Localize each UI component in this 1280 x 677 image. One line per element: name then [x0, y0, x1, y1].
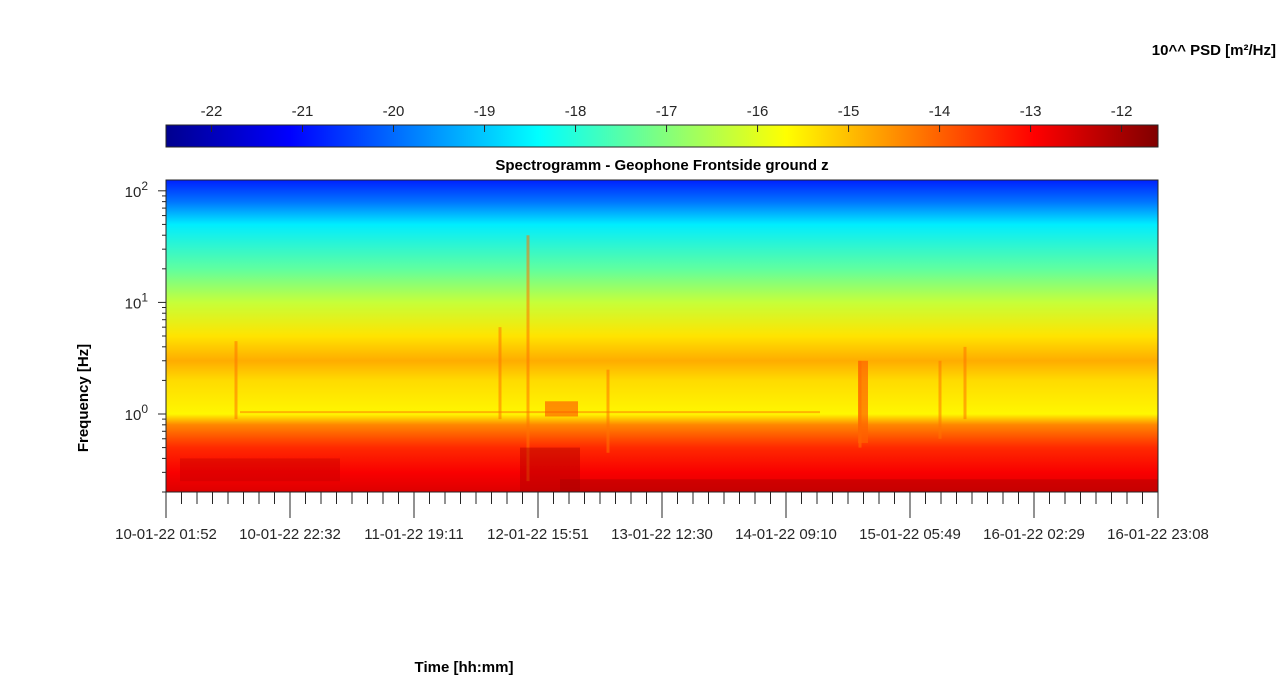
- x-tick-label: 14-01-22 09:10: [735, 526, 837, 543]
- energy-patch: [520, 447, 580, 492]
- x-tick-label: 13-01-22 12:30: [611, 526, 713, 543]
- energy-patch: [560, 479, 1158, 492]
- colorbar-tick-label: -20: [383, 103, 405, 120]
- colorbar-tick-label: -21: [292, 103, 314, 120]
- event-streak: [858, 360, 868, 443]
- x-tick-label: 16-01-22 23:08: [1107, 526, 1209, 543]
- colorbar-tick-label: -16: [747, 103, 769, 120]
- colorbar-tick-label: -18: [565, 103, 587, 120]
- y-axis: 100 101 102: [125, 179, 166, 493]
- colorbar-tick-label: -17: [656, 103, 678, 120]
- x-axis-label: Time [hh:mm]: [415, 659, 514, 676]
- x-tick-label: 15-01-22 05:49: [859, 526, 961, 543]
- chart-title: Spectrogramm - Geophone Frontside ground…: [495, 157, 828, 174]
- colorbar-tick-label: -22: [201, 103, 223, 120]
- energy-patch: [180, 458, 340, 482]
- colorbar-tick-label: -12: [1111, 103, 1133, 120]
- x-axis: 10-01-22 01:52 10-01-22 22:32 11-01-22 19:…: [115, 492, 1209, 543]
- x-tick-label: 10-01-22 01:52: [115, 526, 217, 543]
- x-tick-label: 11-01-22 19:11: [364, 526, 464, 543]
- colorbar-tick-label: -14: [929, 103, 951, 120]
- colorbar-ticks: -22 -21 -20 -19 -18 -17 -16 -15 -14 -13 -12: [201, 103, 1133, 132]
- colorbar-tick-label: -19: [474, 103, 496, 120]
- colorbar-tick-label: -13: [1020, 103, 1042, 120]
- x-tick-label: 12-01-22 15:51: [487, 526, 589, 543]
- y-tick-label: 102: [125, 179, 149, 201]
- event-band: [545, 401, 578, 417]
- colorbar: [165, 124, 1159, 148]
- colorbar-tick-label: -15: [838, 103, 860, 120]
- x-tick-label: 16-01-22 02:29: [983, 526, 1085, 543]
- y-tick-label: 101: [125, 290, 149, 312]
- y-axis-label: Frequency [Hz]: [75, 344, 92, 452]
- colorbar-label: 10^^ PSD [m²/Hz]: [1152, 42, 1276, 59]
- x-tick-label: 10-01-22 22:32: [239, 526, 341, 543]
- spectrogram-heatmap: [166, 180, 1158, 492]
- y-tick-label: 100: [125, 402, 149, 424]
